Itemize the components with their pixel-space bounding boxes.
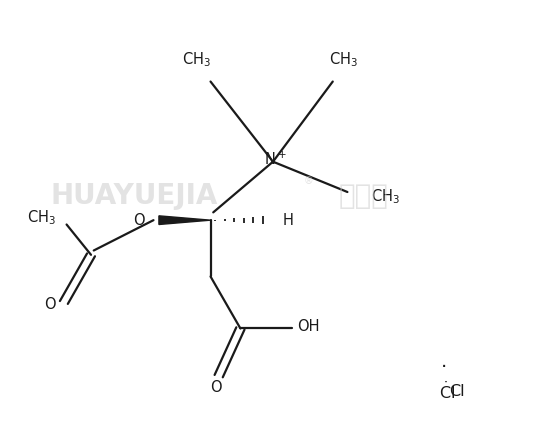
Text: HUAYUEJIA: HUAYUEJIA: [50, 182, 218, 210]
Text: H: H: [283, 213, 294, 228]
Polygon shape: [159, 216, 211, 225]
Text: $\mathregular{N^+}$: $\mathregular{N^+}$: [264, 151, 287, 168]
Text: CH$_3$: CH$_3$: [182, 50, 211, 68]
Text: CH$_3$: CH$_3$: [329, 50, 358, 68]
Text: O: O: [44, 297, 56, 312]
Text: O: O: [133, 213, 144, 228]
Text: OH: OH: [298, 319, 320, 334]
Text: ®: ®: [304, 176, 313, 186]
Text: 化学加: 化学加: [338, 182, 388, 210]
Text: CH$_3$: CH$_3$: [27, 209, 56, 227]
Text: $\mathregular{\dot{C}l}$: $\mathregular{\dot{C}l}$: [439, 381, 455, 402]
Text: ·: ·: [441, 358, 447, 378]
Text: O: O: [210, 381, 222, 395]
Text: CH$_3$: CH$_3$: [371, 187, 400, 206]
Text: Cl: Cl: [449, 384, 465, 399]
